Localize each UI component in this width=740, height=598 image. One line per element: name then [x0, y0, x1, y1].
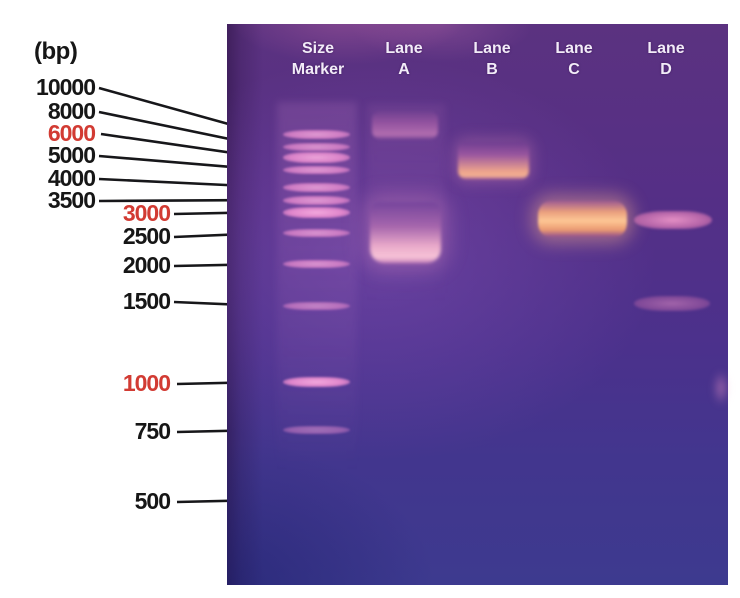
- ladder-band-3000: [283, 207, 350, 218]
- ladder-band-3500: [283, 196, 350, 205]
- lane-header-lane-b-line1: Lane: [473, 40, 511, 57]
- ladder-band-2500: [283, 229, 350, 237]
- ladder-band-750: [283, 426, 350, 434]
- bp-unit-label: (bp): [34, 38, 78, 65]
- ladder-band-5000: [283, 166, 350, 174]
- bp-label-2000: 2000: [122, 252, 171, 278]
- ladder-band-4000: [283, 183, 350, 192]
- ladder-band-2000: [283, 260, 350, 268]
- bp-label-750: 750: [134, 418, 171, 444]
- lane-d-upper-band: [634, 211, 712, 229]
- bp-label-3000: 3000: [122, 200, 171, 226]
- lane-header-lane-c-line1: Lane: [555, 40, 593, 57]
- lane-header-lane-c-line2: C: [568, 61, 580, 78]
- lane-a-bright-smear: [370, 202, 441, 263]
- bp-label-6000: 6000: [47, 120, 96, 146]
- lane-header-size-marker-line1: Size: [301, 40, 334, 57]
- ladder-band-1000: [283, 377, 350, 387]
- lane-header-lane-a-line1: Lane: [385, 40, 423, 57]
- ladder-band-6000: [283, 152, 350, 163]
- bp-label-1000: 1000: [122, 370, 171, 396]
- bp-label-8000: 8000: [47, 98, 96, 124]
- lane-header-lane-a: Lane A: [356, 38, 452, 80]
- gel-right-edge-glow: [713, 370, 729, 406]
- lane-header-lane-d: Lane D: [618, 38, 714, 80]
- bp-label-3500: 3500: [47, 187, 96, 213]
- lane-b-band: [458, 142, 529, 179]
- lane-header-lane-c: Lane C: [526, 38, 622, 80]
- ladder-band-10000: [283, 130, 350, 139]
- lane-header-lane-b: Lane B: [444, 38, 540, 80]
- ladder-band-8000: [283, 143, 350, 151]
- bp-label-500: 500: [134, 488, 171, 514]
- bp-label-5000: 5000: [47, 142, 96, 168]
- lane-header-lane-a-line2: A: [398, 61, 410, 78]
- lane-header-lane-d-line1: Lane: [647, 40, 685, 57]
- lane-header-size-marker-line2: Marker: [291, 61, 345, 78]
- lane-header-lane-d-line2: D: [660, 61, 672, 78]
- bp-label-1500: 1500: [122, 288, 171, 314]
- marker-lane-streak: [277, 102, 357, 474]
- bp-label-10000: 10000: [36, 74, 96, 100]
- ladder-band-1500: [283, 302, 350, 310]
- bp-label-2500: 2500: [122, 223, 171, 249]
- lane-d-lower-band: [634, 296, 710, 311]
- lane-header-size-marker: Size Marker: [270, 38, 366, 80]
- lane-header-lane-b-line2: B: [486, 61, 498, 78]
- lane-a-upper-faint-band: [372, 111, 438, 139]
- lane-c-band: [538, 201, 627, 237]
- gel-image: Size Marker Lane A Lane B Lane C Lane D: [227, 24, 729, 585]
- bp-label-4000: 4000: [47, 165, 96, 191]
